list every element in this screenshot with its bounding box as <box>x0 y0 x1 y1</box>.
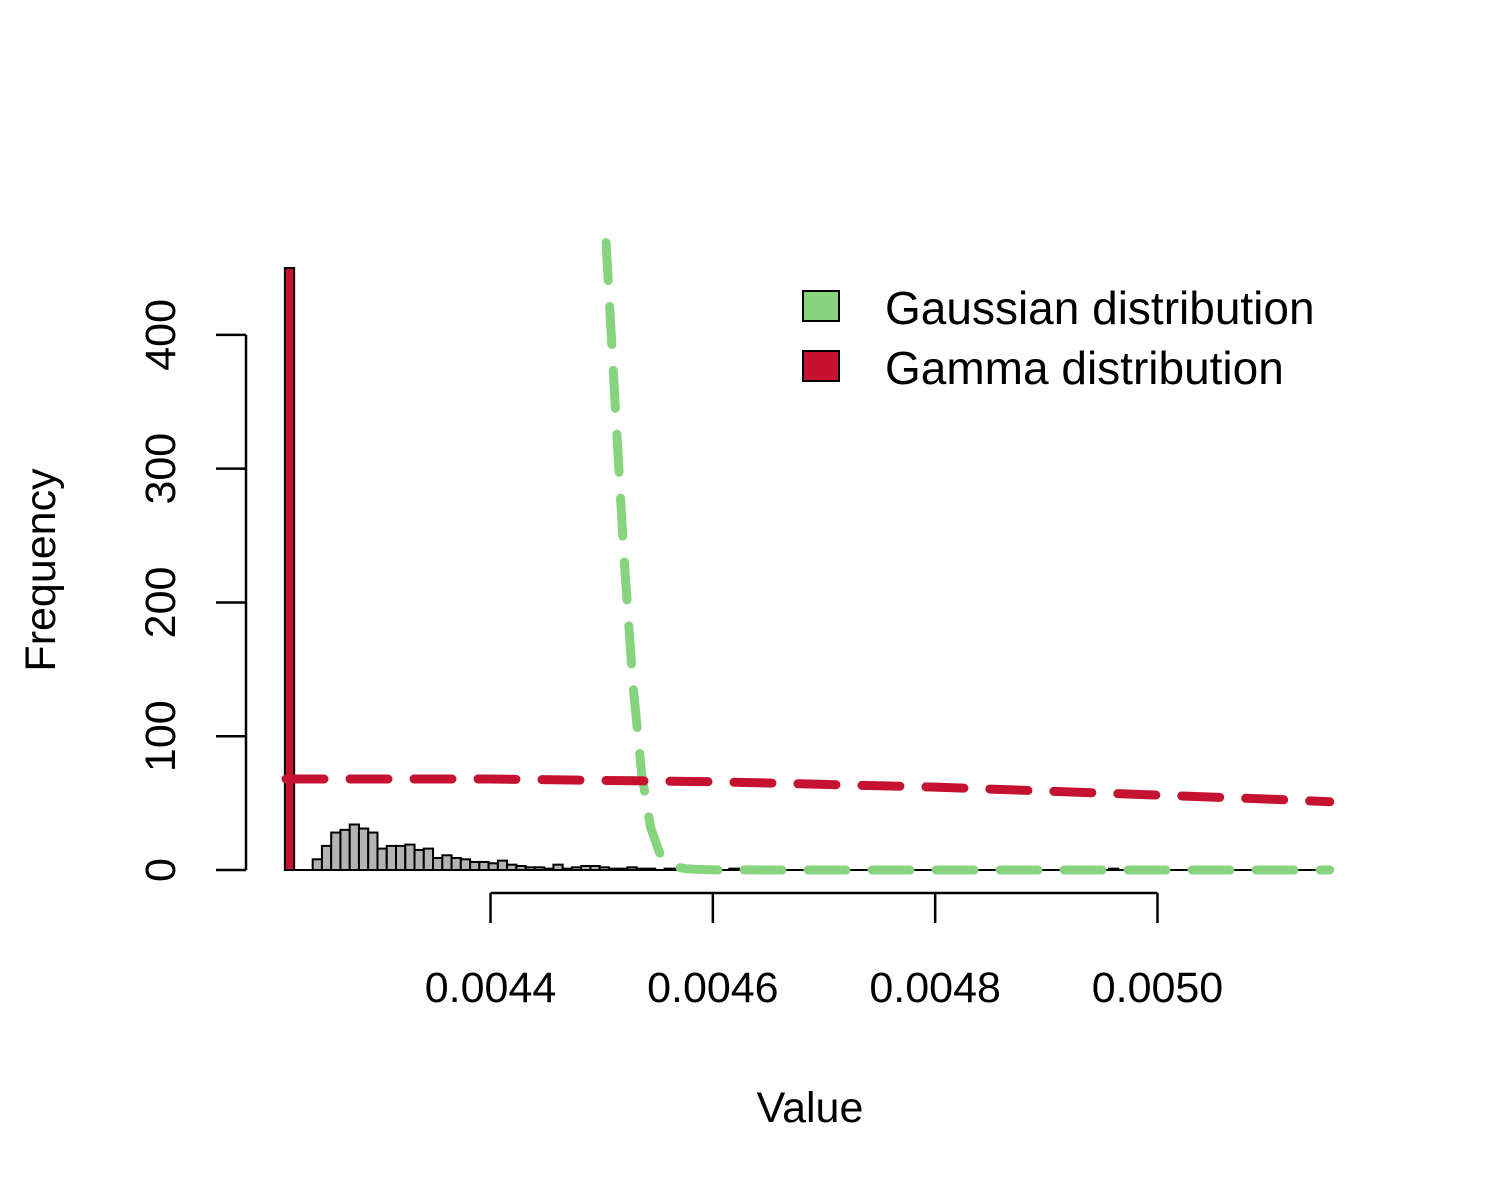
y-tick-label: 400 <box>137 299 185 371</box>
legend-label-gamma: Gamma distribution <box>885 342 1284 394</box>
histogram-bar <box>663 867 675 872</box>
histogram-bar <box>496 859 509 872</box>
histogram-bar <box>385 844 398 871</box>
histogram-bar <box>543 867 555 872</box>
histogram-bar <box>459 858 472 872</box>
histogram-bar <box>533 866 546 872</box>
histogram-bar <box>487 862 499 871</box>
gaussian-curve <box>601 238 1335 875</box>
y-axis-title: Frequency <box>17 468 65 672</box>
histogram-bar <box>413 848 425 872</box>
histogram-bar <box>320 844 333 871</box>
histogram-bar <box>404 843 416 871</box>
histogram-bar <box>469 860 481 871</box>
legend: Gaussian distribution Gamma distribution <box>802 282 1315 394</box>
histogram-bar <box>728 867 740 872</box>
y-tick-label: 300 <box>137 433 185 505</box>
histogram-bar <box>478 860 490 871</box>
histogram-bar <box>441 854 453 871</box>
y-tick-label: 0 <box>137 858 185 882</box>
histogram-bar <box>376 847 388 872</box>
x-axis-title: Value <box>757 1084 864 1132</box>
histogram-bar <box>1107 867 1120 872</box>
histogram-bar <box>524 866 536 872</box>
histogram-bar <box>283 267 296 871</box>
histogram-bar <box>645 867 657 872</box>
x-tick-label: 0.0044 <box>425 964 557 1012</box>
x-tick-label: 0.0050 <box>1092 964 1224 1012</box>
histogram-bar <box>607 867 620 872</box>
histogram-bar <box>580 864 592 872</box>
density-curves <box>281 238 1335 875</box>
histogram-bar <box>570 866 583 872</box>
histogram-bar <box>367 831 379 872</box>
y-axis: 0 100 200 300 400 <box>137 299 248 882</box>
histogram-bar <box>339 828 351 871</box>
x-axis: 0.0044 0.0046 0.0048 0.0050 <box>425 891 1224 1012</box>
histogram-bar <box>311 858 323 872</box>
histogram-bar <box>506 863 518 871</box>
histogram-bar <box>589 864 601 872</box>
histogram-bar <box>626 866 638 872</box>
histogram-bar <box>635 867 648 872</box>
histogram-bar <box>348 823 360 872</box>
legend-label-gaussian: Gaussian distribution <box>885 282 1315 334</box>
legend-swatch-gaussian <box>802 290 840 322</box>
histogram-bar <box>432 856 444 872</box>
legend-swatch-gamma <box>802 350 840 382</box>
histogram-bar <box>395 844 407 871</box>
y-tick-label: 100 <box>137 700 185 772</box>
histogram-bar <box>561 867 573 872</box>
x-tick-label: 0.0048 <box>869 964 1001 1012</box>
histogram-bar <box>450 856 462 872</box>
gamma-curve <box>281 774 1335 807</box>
y-tick-label: 200 <box>137 567 185 639</box>
histogram-bar <box>515 864 527 872</box>
histogram-bar <box>330 831 342 872</box>
histogram-bar <box>598 866 610 872</box>
histogram-bar <box>422 847 435 872</box>
histogram-bar <box>357 827 370 871</box>
histogram-bar <box>617 867 629 872</box>
histogram-bar <box>552 863 564 871</box>
x-tick-label: 0.0046 <box>647 964 779 1012</box>
